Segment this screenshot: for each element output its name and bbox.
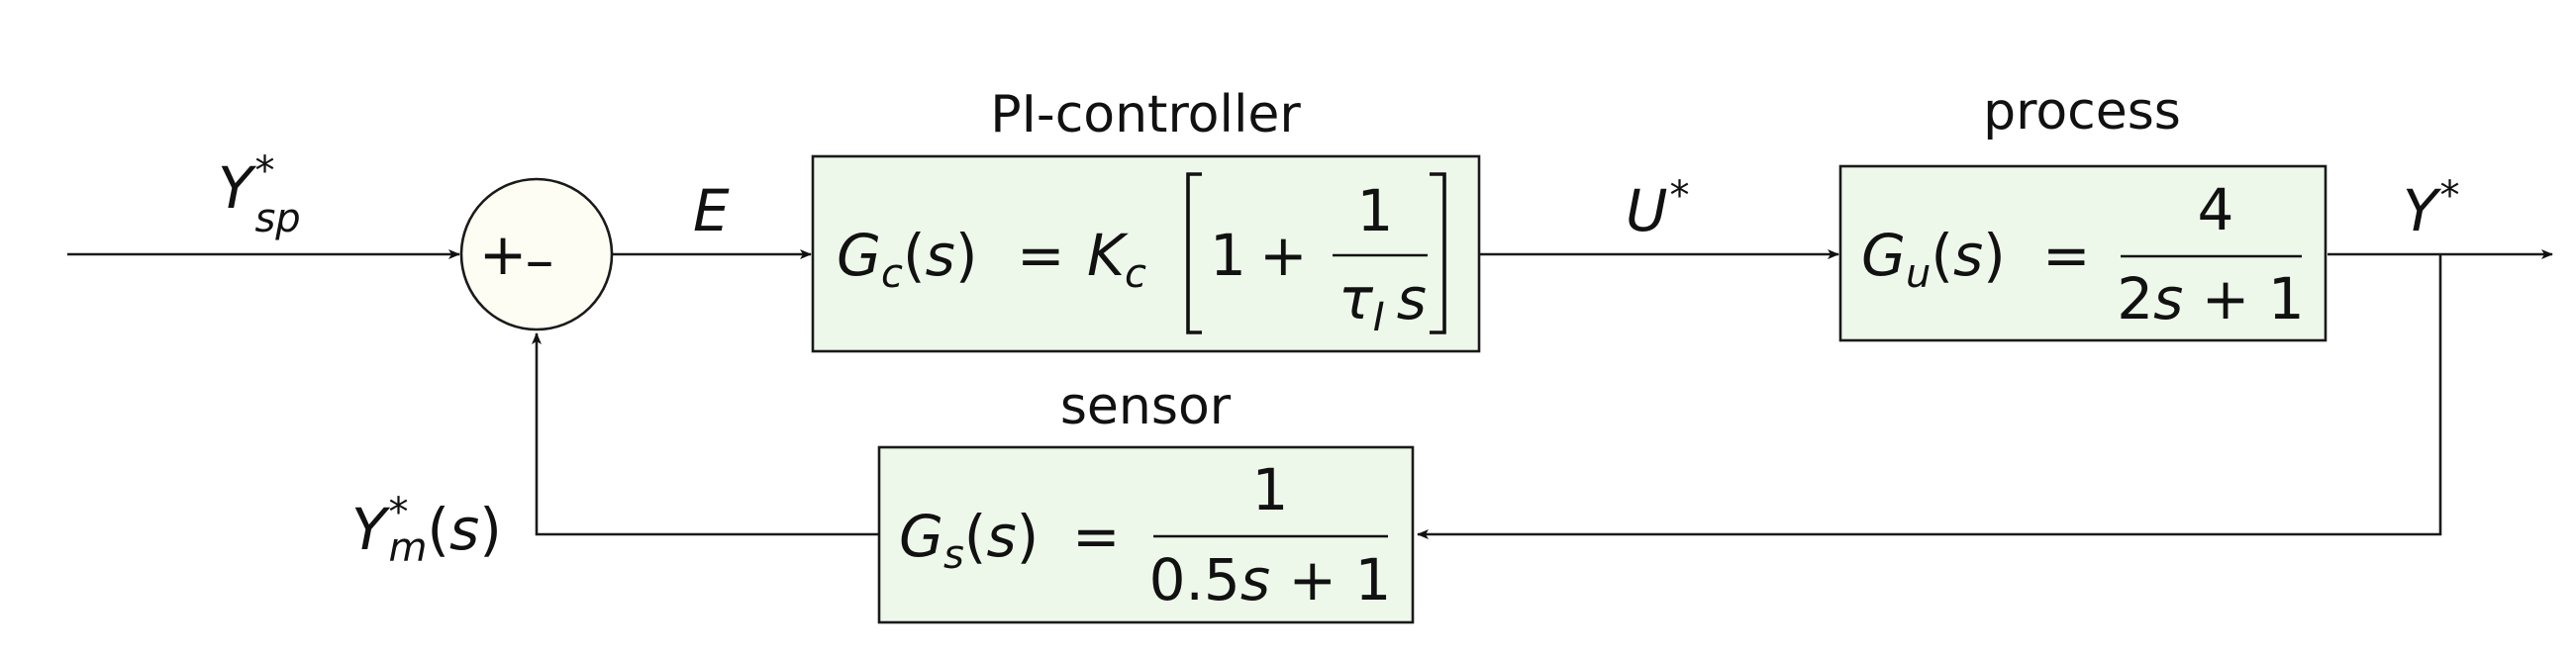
sensor-denominator: 0.5s + 1	[1149, 546, 1392, 613]
controller-plus: +	[1259, 222, 1308, 289]
process-block	[1838, 164, 2328, 342]
sensor-caption: sensor	[1060, 377, 1232, 436]
process-caption: process	[1983, 82, 2181, 141]
controller-numerator: 1	[1357, 177, 1394, 244]
controller-one: 1	[1210, 222, 1246, 289]
sensor-block	[877, 445, 1415, 624]
manipulated-label: U*	[1626, 173, 1689, 244]
controller-transfer-lhs: Gc(s)	[837, 222, 977, 297]
controller-caption: PI-controller	[990, 85, 1301, 144]
measured-label: Y* m(s)	[351, 490, 502, 571]
sensor-transfer-lhs: Gs(s)	[899, 503, 1039, 578]
sensor-numerator: 1	[1252, 456, 1289, 523]
controller-left-bracket	[1186, 172, 1202, 334]
controller-equals: =	[1017, 222, 1065, 289]
controller-right-bracket	[1430, 172, 1446, 334]
sensor-equals: =	[1072, 503, 1121, 570]
feedback-wire-to-sum	[532, 332, 878, 536]
setpoint-label: Y* sp	[218, 148, 301, 241]
process-denominator: 2s + 1	[2117, 265, 2305, 332]
error-label: E	[693, 177, 730, 244]
process-equals: =	[2042, 222, 2091, 289]
sum-minus-sign: –	[526, 227, 554, 294]
summing-junction: + –	[459, 177, 614, 331]
controller-block	[811, 154, 1481, 353]
feedback-wire-to-sensor	[1417, 254, 2442, 539]
controller-denominator: τI s	[1338, 265, 1427, 340]
controller-gain: Kc	[1087, 222, 1146, 297]
output-label: Y*	[2403, 173, 2459, 244]
process-transfer-lhs: Gu(s)	[1861, 222, 2006, 297]
sum-plus-sign: +	[479, 221, 528, 288]
process-numerator: 4	[2198, 176, 2234, 243]
